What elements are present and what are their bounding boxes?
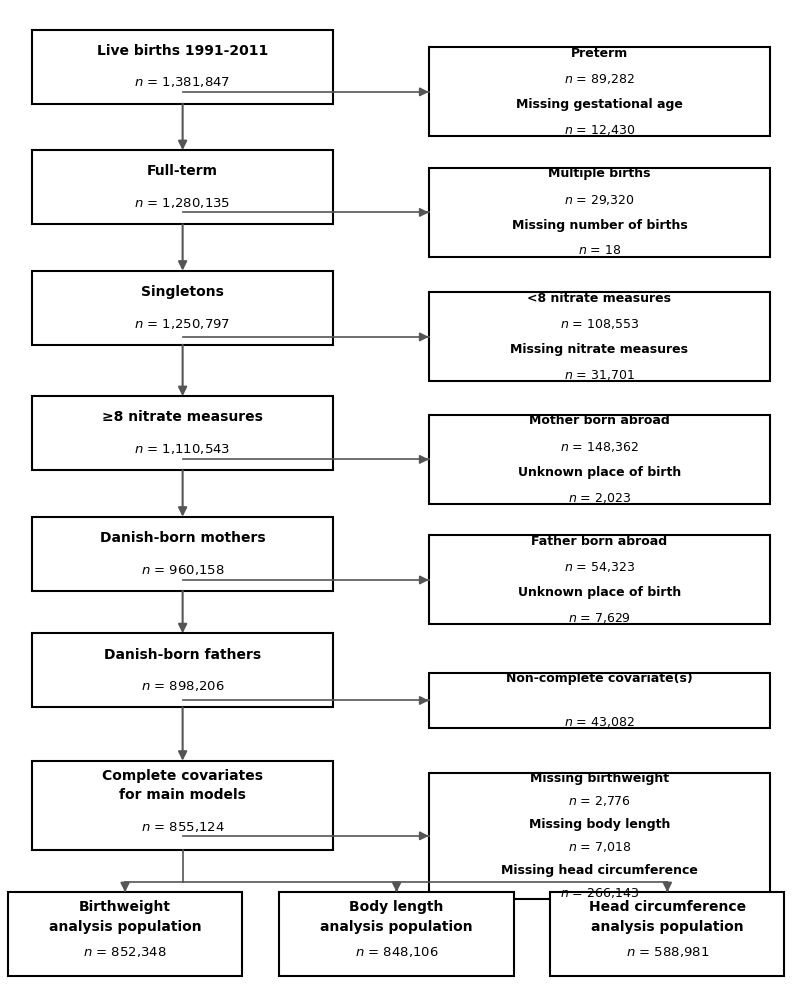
- Text: $\mathit{n}$ = 1,110,543: $\mathit{n}$ = 1,110,543: [134, 442, 231, 456]
- Text: Missing body length: Missing body length: [529, 818, 670, 831]
- Text: $\mathit{n}$ = 54,323: $\mathit{n}$ = 54,323: [564, 560, 635, 574]
- Text: analysis population: analysis population: [320, 920, 473, 935]
- Text: $\mathit{n}$ = 960,158: $\mathit{n}$ = 960,158: [141, 562, 225, 577]
- Text: Birthweight: Birthweight: [79, 900, 171, 915]
- Text: Multiple births: Multiple births: [548, 167, 651, 181]
- Text: $\mathit{n}$ = 7,629: $\mathit{n}$ = 7,629: [568, 612, 631, 625]
- Text: Singletons: Singletons: [141, 285, 224, 299]
- Text: Complete covariates: Complete covariates: [102, 769, 263, 782]
- Text: $\mathit{n}$ = 848,106: $\mathit{n}$ = 848,106: [355, 945, 438, 959]
- Text: $\mathit{n}$ = 2,023: $\mathit{n}$ = 2,023: [568, 491, 631, 505]
- Text: Head circumference: Head circumference: [589, 900, 746, 915]
- FancyBboxPatch shape: [8, 892, 242, 976]
- Text: Missing gestational age: Missing gestational age: [516, 98, 683, 112]
- Text: $\mathit{n}$ = 1,381,847: $\mathit{n}$ = 1,381,847: [134, 75, 231, 90]
- FancyBboxPatch shape: [550, 892, 784, 976]
- FancyBboxPatch shape: [32, 271, 333, 345]
- Text: analysis population: analysis population: [48, 920, 202, 935]
- FancyBboxPatch shape: [429, 168, 770, 257]
- FancyBboxPatch shape: [429, 773, 770, 899]
- Text: for main models: for main models: [119, 788, 246, 802]
- Text: $\mathit{n}$ = 1,250,797: $\mathit{n}$ = 1,250,797: [134, 316, 231, 331]
- Text: analysis population: analysis population: [591, 920, 744, 935]
- FancyBboxPatch shape: [32, 396, 333, 470]
- FancyBboxPatch shape: [429, 535, 770, 624]
- Text: $\mathit{n}$ = 18: $\mathit{n}$ = 18: [578, 244, 621, 258]
- Text: Preterm: Preterm: [571, 46, 628, 60]
- FancyBboxPatch shape: [429, 292, 770, 381]
- Text: $\mathit{n}$ = 852,348: $\mathit{n}$ = 852,348: [83, 945, 167, 959]
- Text: $\mathit{n}$ = 1,280,135: $\mathit{n}$ = 1,280,135: [134, 196, 231, 210]
- Text: Live births 1991-2011: Live births 1991-2011: [97, 43, 268, 58]
- FancyBboxPatch shape: [429, 415, 770, 504]
- Text: $\mathit{n}$ = 148,362: $\mathit{n}$ = 148,362: [560, 440, 639, 453]
- Text: $\mathit{n}$ = 588,981: $\mathit{n}$ = 588,981: [626, 945, 709, 959]
- Text: $\mathit{n}$ = 12,430: $\mathit{n}$ = 12,430: [564, 124, 635, 137]
- Text: Danish-born fathers: Danish-born fathers: [104, 647, 261, 662]
- Text: $\mathit{n}$ = 31,701: $\mathit{n}$ = 31,701: [564, 369, 635, 382]
- FancyBboxPatch shape: [32, 150, 333, 224]
- Text: $\mathit{n}$ = 266,143: $\mathit{n}$ = 266,143: [560, 886, 639, 900]
- Text: Missing head circumference: Missing head circumference: [501, 864, 698, 876]
- Text: Unknown place of birth: Unknown place of birth: [518, 465, 681, 479]
- Text: Father born abroad: Father born abroad: [531, 535, 668, 548]
- Text: Non-complete covariate(s): Non-complete covariate(s): [506, 672, 693, 686]
- FancyBboxPatch shape: [429, 673, 770, 728]
- FancyBboxPatch shape: [32, 30, 333, 104]
- Text: <8 nitrate measures: <8 nitrate measures: [527, 291, 672, 305]
- Text: $\mathit{n}$ = 898,206: $\mathit{n}$ = 898,206: [141, 679, 225, 694]
- Text: $\mathit{n}$ = 2,776: $\mathit{n}$ = 2,776: [568, 794, 631, 808]
- Text: $\mathit{n}$ = 855,124: $\mathit{n}$ = 855,124: [141, 820, 225, 834]
- Text: $\mathit{n}$ = 29,320: $\mathit{n}$ = 29,320: [564, 193, 635, 206]
- Text: Mother born abroad: Mother born abroad: [529, 414, 670, 428]
- Text: Unknown place of birth: Unknown place of birth: [518, 586, 681, 600]
- Text: Missing nitrate measures: Missing nitrate measures: [511, 343, 688, 357]
- Text: $\mathit{n}$ = 43,082: $\mathit{n}$ = 43,082: [564, 715, 635, 729]
- Text: Body length: Body length: [349, 900, 444, 915]
- Text: $\mathit{n}$ = 108,553: $\mathit{n}$ = 108,553: [560, 317, 639, 331]
- Text: $\mathit{n}$ = 7,018: $\mathit{n}$ = 7,018: [568, 841, 631, 855]
- FancyBboxPatch shape: [279, 892, 514, 976]
- FancyBboxPatch shape: [32, 633, 333, 707]
- Text: Missing birthweight: Missing birthweight: [530, 772, 669, 785]
- FancyBboxPatch shape: [429, 47, 770, 136]
- Text: $\mathit{n}$ = 89,282: $\mathit{n}$ = 89,282: [564, 72, 635, 86]
- FancyBboxPatch shape: [32, 761, 333, 850]
- FancyBboxPatch shape: [32, 517, 333, 591]
- Text: Danish-born mothers: Danish-born mothers: [100, 531, 265, 545]
- Text: Missing number of births: Missing number of births: [511, 218, 688, 232]
- Text: ≥8 nitrate measures: ≥8 nitrate measures: [102, 410, 263, 425]
- Text: Full-term: Full-term: [147, 164, 218, 179]
